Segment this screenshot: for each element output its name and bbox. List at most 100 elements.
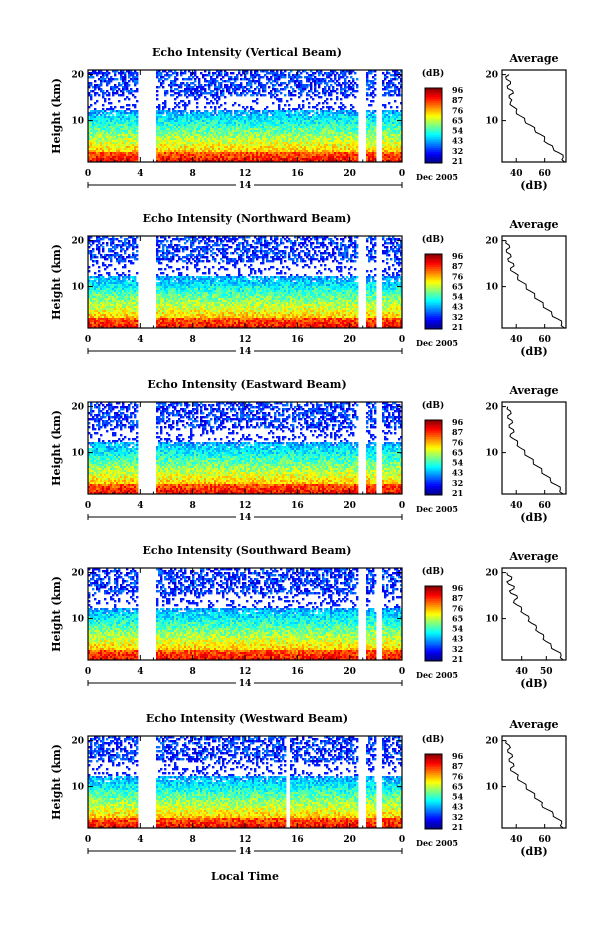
colorbar-swatch <box>425 92 442 94</box>
x-tick-label: 8 <box>190 169 196 179</box>
heatmap-cell <box>218 106 220 108</box>
colorbar-swatch <box>425 111 442 113</box>
heatmap-cell <box>312 98 314 100</box>
heatmap-cell <box>280 92 282 94</box>
heatmap-cell <box>326 102 328 104</box>
heatmap-cell <box>262 76 264 78</box>
heatmap-cell <box>210 106 212 108</box>
y-axis-label: Height (km) <box>50 78 63 154</box>
heatmap-cell <box>230 94 232 96</box>
heatmap-cell <box>232 104 234 106</box>
heatmap-cell <box>116 78 118 80</box>
heatmap-cell <box>212 102 214 104</box>
colorbar-swatch <box>425 131 442 133</box>
heatmap-cell <box>388 102 390 104</box>
heatmap-cell <box>96 74 98 76</box>
heatmap-cell <box>184 72 186 74</box>
heatmap-cell <box>104 100 106 102</box>
heatmap-cell <box>244 94 246 96</box>
heatmap-cell <box>370 104 372 106</box>
colorbar-swatch <box>425 112 442 114</box>
colorbar-tick-label: 21 <box>452 156 463 166</box>
heatmap-cell <box>238 104 240 106</box>
heatmap-cell <box>156 94 158 96</box>
heatmap-cell <box>368 88 370 90</box>
heatmap-cell <box>98 94 100 96</box>
colorbar-swatch <box>425 109 442 111</box>
colorbar-swatch <box>425 141 442 143</box>
heatmap-cell <box>196 98 198 100</box>
heatmap-cell <box>122 94 124 96</box>
panel-title: Echo Intensity (Vertical Beam) <box>152 46 342 59</box>
heatmap-cell <box>280 100 282 102</box>
colorbar-tick-label: 32 <box>452 146 463 156</box>
heatmap-cell <box>318 86 320 88</box>
colorbar-swatch <box>425 97 442 99</box>
heatmap-cell <box>102 238 104 240</box>
heatmap-cell <box>94 102 96 104</box>
heatmap <box>88 70 402 162</box>
heatmap-cell <box>356 86 358 88</box>
heatmap-cell <box>122 106 124 108</box>
heatmap-cell <box>112 94 114 96</box>
heatmap-cell <box>334 102 336 104</box>
heatmap-cell <box>94 94 96 96</box>
heatmap-cell <box>156 90 158 92</box>
heatmap-cell <box>136 100 138 102</box>
colorbar-swatch <box>425 156 442 158</box>
colorbar-swatch <box>425 99 442 101</box>
avg-title: Average <box>508 52 558 65</box>
colorbar-swatch <box>425 133 442 135</box>
heatmap-cell <box>232 72 234 74</box>
x-tick-label: 16 <box>291 169 304 179</box>
heatmap-cell <box>136 90 138 92</box>
colorbar-swatch <box>425 157 442 159</box>
heatmap-cell <box>178 106 180 108</box>
heatmap-cell <box>240 74 242 76</box>
heatmap-cell <box>284 88 286 90</box>
heatmap-cell <box>156 98 158 100</box>
colorbar-swatch <box>425 144 442 146</box>
heatmap-cell <box>164 94 166 96</box>
heatmap-cell <box>124 98 126 100</box>
colorbar-swatch <box>425 159 442 161</box>
y-tick-label: 20 <box>71 71 84 81</box>
heatmap-cell <box>306 98 308 100</box>
heatmap-cell <box>190 78 192 80</box>
heatmap-cell <box>308 102 310 104</box>
colorbar-swatch <box>425 126 442 128</box>
colorbar-tick-label: 54 <box>452 126 464 136</box>
heatmap-cell <box>396 78 398 80</box>
heatmap-cell <box>302 100 304 102</box>
colorbar-tick-label: 43 <box>452 136 464 146</box>
colorbar-swatch <box>425 135 442 137</box>
panel-0: Echo Intensity (Vertical Beam) Height (km… <box>50 46 566 192</box>
colorbar-swatch <box>425 146 442 148</box>
heatmap-cell <box>356 90 358 92</box>
heatmap-cell <box>264 90 266 92</box>
heatmap-cell <box>294 90 296 92</box>
colorbar-swatch <box>425 122 442 124</box>
heatmap-cell <box>384 106 386 108</box>
heatmap-cell <box>208 102 210 104</box>
colorbar-swatch <box>425 137 442 139</box>
heatmap-cell <box>370 72 372 74</box>
heatmap-cell <box>336 98 338 100</box>
colorbar-tick-label: 65 <box>452 115 463 125</box>
heatmap-cell <box>268 86 270 88</box>
heatmap-cell <box>384 94 386 96</box>
heatmap-cell <box>134 106 136 108</box>
heatmap-cell <box>180 86 182 88</box>
heatmap-cell <box>108 94 110 96</box>
colorbar-tick-label: 76 <box>452 105 464 115</box>
avg-x-tick-label: 40 <box>510 169 523 179</box>
heatmap-cell <box>346 96 348 98</box>
heatmap-cell <box>196 102 198 104</box>
heatmap-cell <box>102 104 104 106</box>
colorbar-tick-label: 96 <box>452 85 464 95</box>
heatmap-cell <box>162 86 164 88</box>
colorbar-swatch <box>425 150 442 152</box>
panel-1: Echo Intensity (Northward Beam)Height (k… <box>50 212 566 358</box>
heatmap-cell <box>284 94 286 96</box>
heatmap-cell <box>180 74 182 76</box>
